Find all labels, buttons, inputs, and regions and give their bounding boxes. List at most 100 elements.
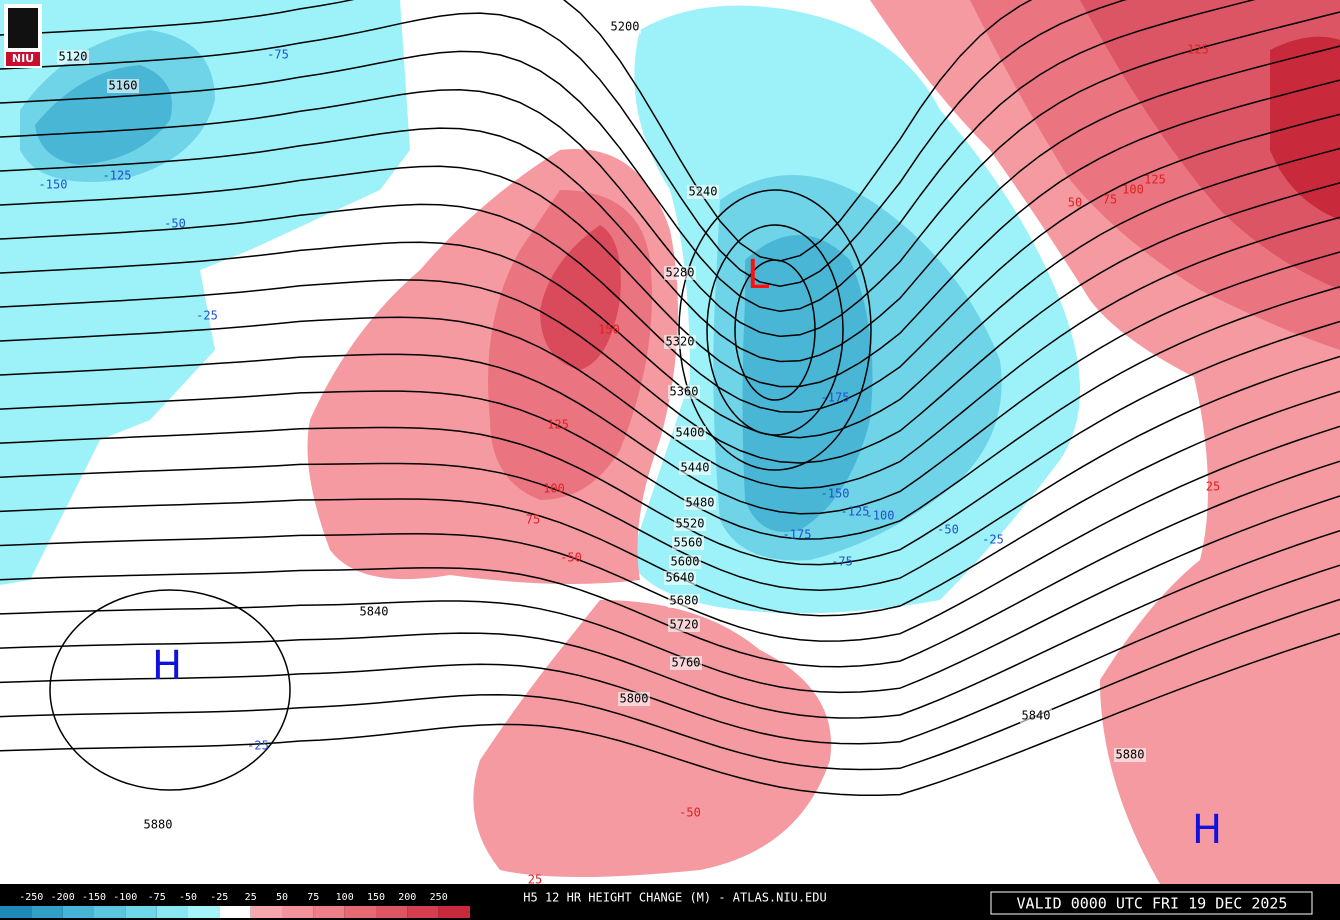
colorbar-label: -100 — [113, 892, 137, 903]
colorbar-swatch — [94, 906, 126, 918]
height-contour — [0, 251, 1340, 515]
height-label: 5880 — [144, 818, 173, 832]
height-label: 5840 — [360, 605, 389, 619]
height-contour — [0, 495, 1340, 694]
label-bg — [664, 571, 696, 585]
valid-time: VALID 0000 UTC FRI 19 DEC 2025 — [1017, 895, 1288, 913]
change-label: 150 — [598, 323, 620, 337]
logo-icon — [8, 8, 38, 48]
change-label: -175 — [783, 528, 812, 542]
height-contour — [734, 259, 816, 401]
change-label: 125 — [1144, 173, 1166, 187]
label-bg — [668, 618, 700, 632]
colorbar-label: 100 — [336, 892, 354, 903]
colorbar-label: -50 — [179, 892, 197, 903]
label-bg — [57, 50, 89, 64]
colorbar-label: 75 — [307, 892, 319, 903]
colorbar-label: 25 — [245, 892, 257, 903]
change-label: -25 — [247, 739, 269, 753]
change-label: 125 — [547, 418, 569, 432]
height-label: 5680 — [670, 594, 699, 608]
change-label: -175 — [821, 391, 850, 405]
change-label: -125 — [841, 505, 870, 519]
pressure-center: H — [1192, 807, 1222, 853]
label-bg — [107, 79, 139, 93]
colorbar-label: -250 — [19, 892, 43, 903]
label-bg — [609, 20, 641, 34]
change-label: -50 — [937, 523, 959, 537]
height-contour — [0, 147, 1340, 439]
colorbar-label: -150 — [82, 892, 106, 903]
colorbar-swatch — [156, 906, 188, 918]
height-contour — [0, 0, 1033, 262]
height-contour — [0, 598, 1340, 771]
height-contour — [678, 189, 872, 471]
rise-area — [1270, 36, 1340, 221]
height-label: 5280 — [666, 266, 695, 280]
label-bg — [1020, 709, 1052, 723]
label-bg — [674, 517, 706, 531]
pressure-center: H — [152, 643, 182, 689]
colorbar-swatch — [219, 906, 251, 918]
height-label: 5120 — [59, 50, 88, 64]
change-label: -125 — [103, 169, 132, 183]
height-contour — [0, 0, 1127, 287]
change-label: -75 — [267, 48, 289, 62]
height-contour — [0, 632, 1340, 796]
label-bg — [679, 461, 711, 475]
height-label: 5440 — [681, 461, 710, 475]
height-label: 5520 — [676, 517, 705, 531]
rise-area — [540, 225, 621, 370]
label-bg — [668, 385, 700, 399]
height-contour — [0, 320, 1340, 566]
change-label: -25 — [982, 533, 1004, 547]
change-label: 50 — [1068, 196, 1082, 210]
label-bg — [674, 426, 706, 440]
colorbar-label: 150 — [367, 892, 385, 903]
change-label: -50 — [560, 551, 582, 565]
rise-area — [1100, 348, 1340, 884]
change-label: -150 — [39, 178, 68, 192]
fall-area — [742, 235, 873, 532]
map-title: H5 12 HR HEIGHT CHANGE (M) - ATLAS.NIU.E… — [523, 891, 826, 905]
colorbar-label: 200 — [398, 892, 416, 903]
colorbar-swatch — [438, 906, 470, 918]
label-bg — [664, 335, 696, 349]
height-contour — [0, 355, 1340, 591]
colorbar-swatch — [344, 906, 376, 918]
change-label: -75 — [831, 555, 853, 569]
colorbar-swatch — [250, 906, 282, 918]
height-label: 5720 — [670, 618, 699, 632]
height-label: 5240 — [689, 185, 718, 199]
height-contour — [0, 79, 1340, 388]
label-bg — [672, 536, 704, 550]
height-label: 5760 — [672, 656, 701, 670]
height-label: 5640 — [666, 571, 695, 585]
height-contour — [0, 11, 1340, 338]
change-label: 25 — [528, 873, 542, 887]
colorbar-swatch — [125, 906, 157, 918]
colorbar-swatch — [313, 906, 345, 918]
height-contour — [49, 589, 291, 791]
height-label: 5320 — [666, 335, 695, 349]
colorbar-swatch — [376, 906, 408, 918]
change-label: -25 — [196, 309, 218, 323]
height-label: 5480 — [686, 496, 715, 510]
colorbar-swatch — [62, 906, 94, 918]
valid-box — [990, 891, 1313, 915]
label-bg — [358, 605, 390, 619]
height-contour — [0, 564, 1340, 745]
height-label: 5800 — [620, 692, 649, 706]
height-contour — [0, 45, 1340, 363]
rise-area — [473, 600, 832, 877]
change-label: -50 — [164, 217, 186, 231]
change-label: 125 — [1187, 43, 1209, 57]
label-bg — [1114, 748, 1146, 762]
label-bg — [670, 656, 702, 670]
height-contour — [0, 285, 1340, 540]
change-label: 100 — [1122, 183, 1144, 197]
colorbar-label: -75 — [148, 892, 166, 903]
height-label: 5600 — [671, 555, 700, 569]
colorbar-label: 250 — [430, 892, 448, 903]
